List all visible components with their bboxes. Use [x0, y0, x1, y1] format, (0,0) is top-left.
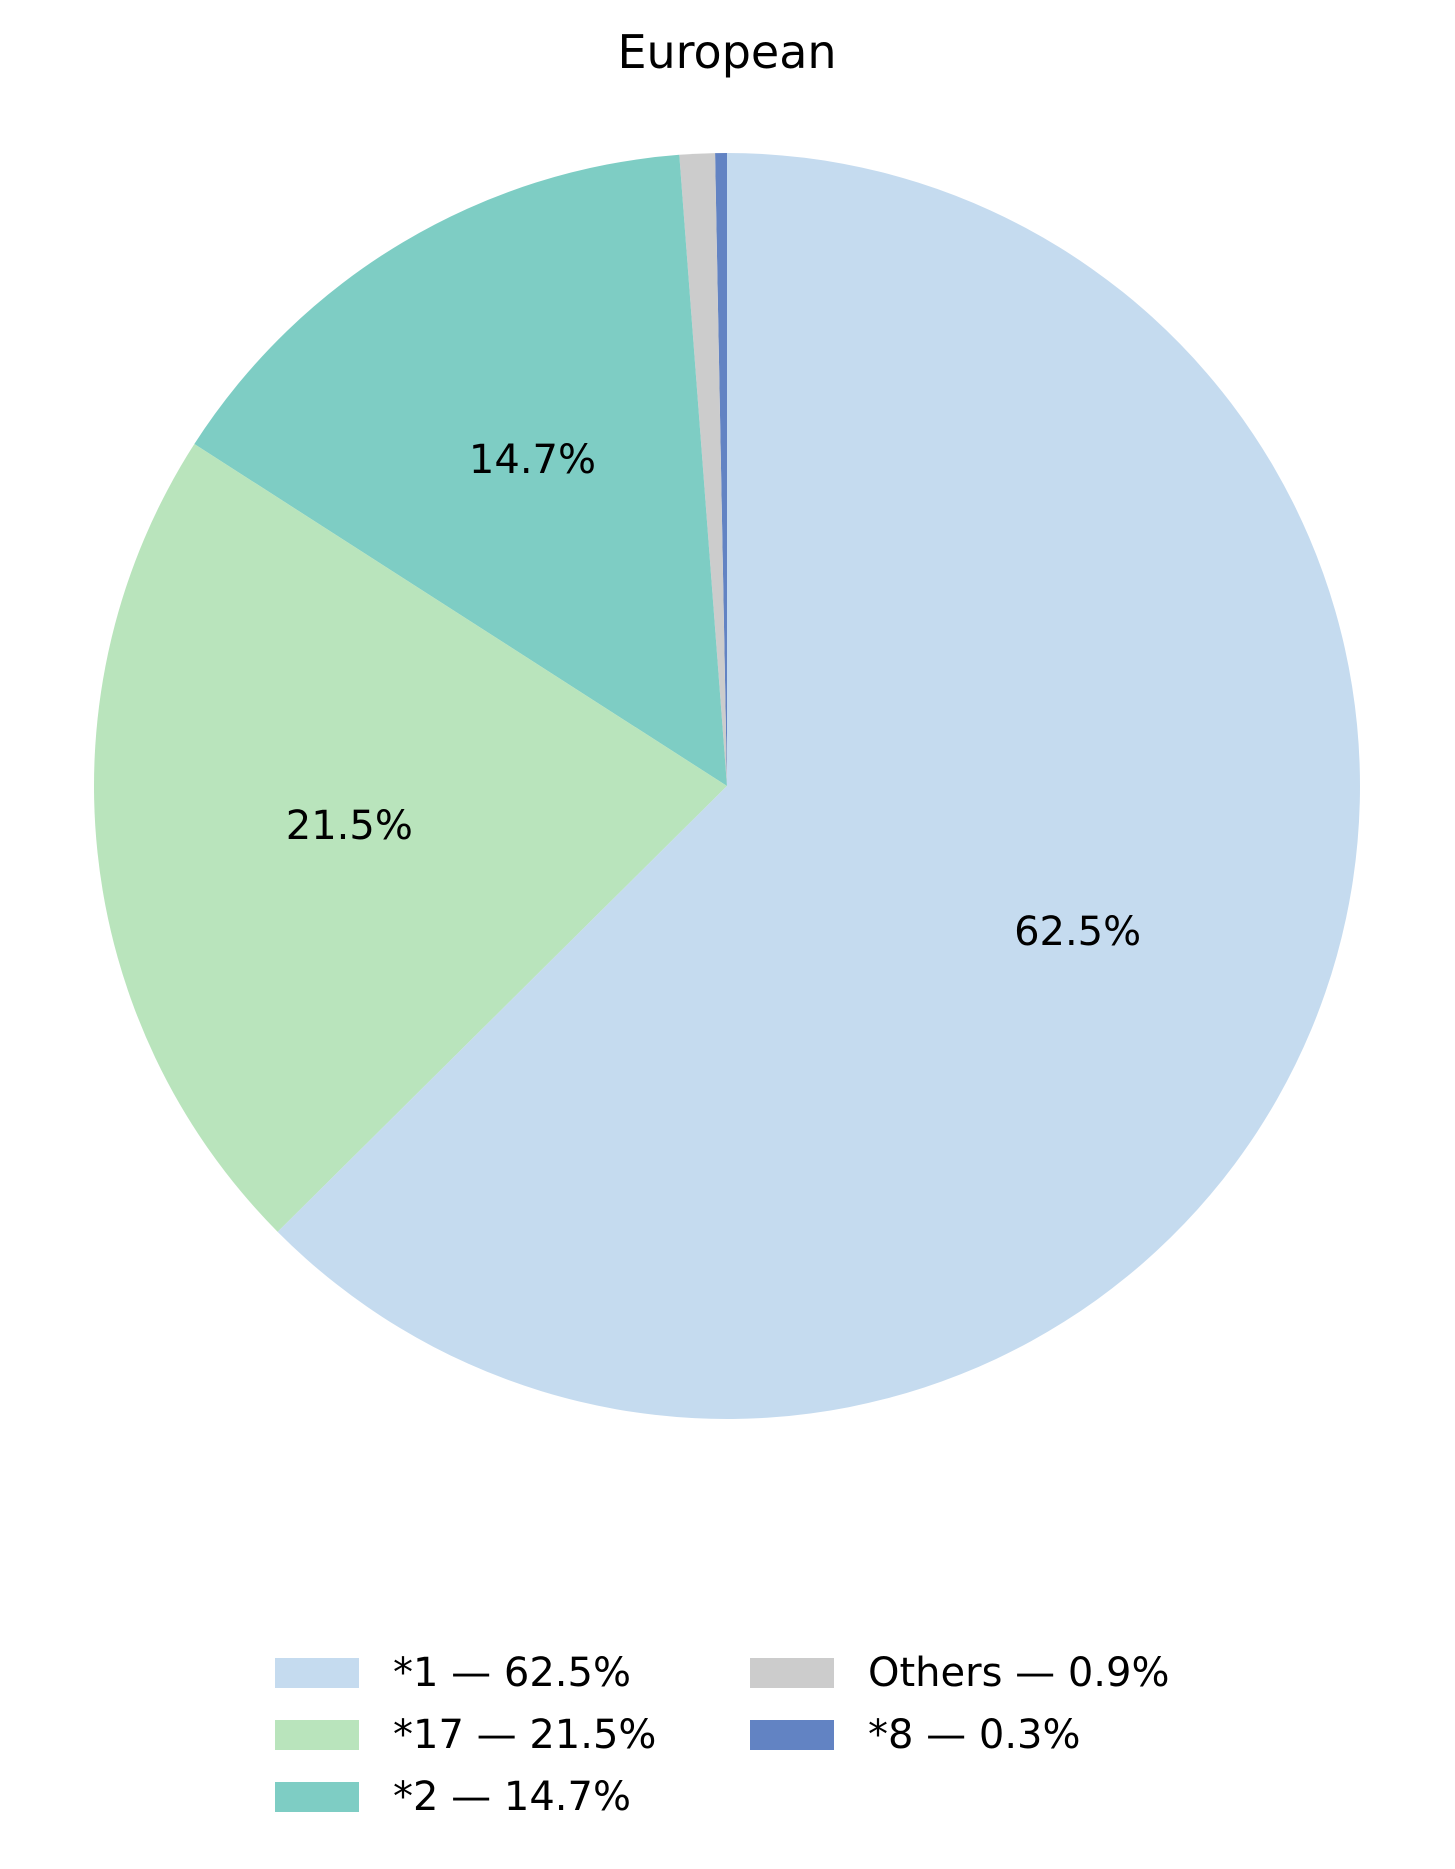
legend-swatch	[750, 1658, 834, 1688]
slice-percent-label: 62.5%	[1014, 909, 1141, 955]
pie-slice-1	[277, 153, 1360, 1419]
legend-item: Others — 0.9%	[750, 1650, 1169, 1696]
legend-label: Others — 0.9%	[868, 1650, 1169, 1696]
pie-slice-Others	[679, 153, 727, 786]
pie-slice-17	[93, 444, 727, 1232]
pie-slice-2	[194, 154, 727, 787]
legend-item: *8 — 0.3%	[750, 1712, 1081, 1758]
slice-percent-label: 14.7%	[469, 437, 596, 483]
legend-label: *8 — 0.3%	[868, 1712, 1081, 1758]
pie-slice-labels: 14.7% 21.5% 62.5%	[286, 437, 1141, 955]
legend-label: *1 — 62.5%	[393, 1650, 631, 1696]
legend-item: *2 — 14.7%	[275, 1774, 631, 1820]
legend-label: *17 — 21.5%	[393, 1712, 656, 1758]
pie-slice-8	[715, 153, 727, 786]
pie-slices	[93, 153, 1360, 1419]
legend-item: *1 — 62.5%	[275, 1650, 631, 1696]
legend: *1 — 62.5% *17 — 21.5% *2 — 14.7% Others — …	[275, 1650, 1169, 1820]
legend-item: *17 — 21.5%	[275, 1712, 656, 1758]
legend-swatch	[275, 1782, 359, 1812]
legend-swatch	[750, 1720, 834, 1750]
legend-label: *2 — 14.7%	[393, 1774, 631, 1820]
legend-swatch	[275, 1720, 359, 1750]
chart-title: European	[617, 25, 836, 79]
slice-percent-label: 21.5%	[286, 803, 413, 849]
legend-swatch	[275, 1658, 359, 1688]
